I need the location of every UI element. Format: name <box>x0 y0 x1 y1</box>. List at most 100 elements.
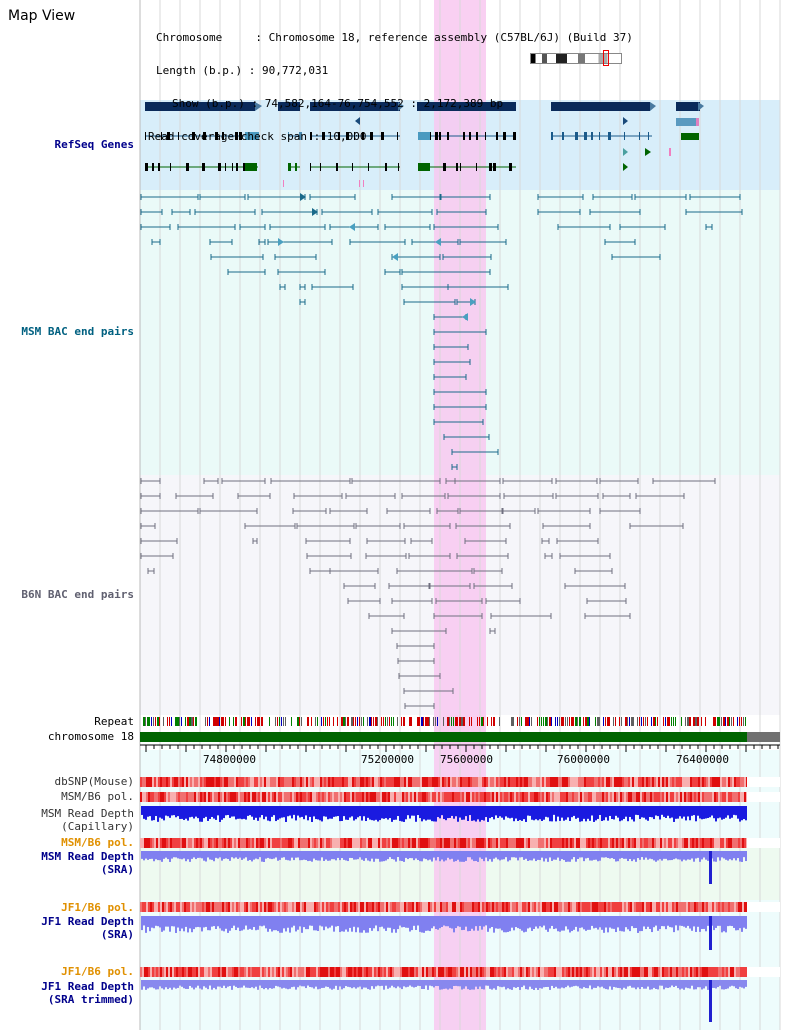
refseq-gene-bar[interactable] <box>676 102 700 111</box>
msm-capillary-depth <box>221 806 223 820</box>
dbsnp-heat <box>458 777 460 787</box>
jf1-b6-pol-heat-end <box>747 902 780 912</box>
jf1-b6-pol-heat <box>472 902 474 912</box>
jf1-b6-pol-heat <box>174 902 176 912</box>
msm-b6-pol-heat <box>472 792 474 802</box>
exon-block <box>435 132 438 140</box>
msm-b6-pol-heat <box>372 792 374 802</box>
jf1-b6-pol2-heat <box>706 967 708 977</box>
msm-b6-pol2-heat <box>706 838 708 848</box>
track-label-msm-bac[interactable]: MSM BAC end pairs <box>21 325 134 338</box>
jf1-b6-pol-heat <box>378 902 380 912</box>
dbsnp-heat <box>488 777 490 787</box>
refseq-gene-bar[interactable] <box>145 102 255 111</box>
msm-capillary-depth <box>207 806 209 821</box>
refseq-gene-bar[interactable] <box>417 102 516 111</box>
jf1-sra-depth <box>393 916 395 930</box>
jf1-b6-pol2-heat <box>232 967 234 977</box>
track-label-refseq[interactable]: RefSeq Genes <box>54 138 134 151</box>
dbsnp-heat <box>212 777 214 787</box>
msm-sra-depth <box>307 851 309 862</box>
msm-b6-pol2-heat <box>384 838 386 848</box>
chromosome-bar[interactable] <box>140 732 747 742</box>
msm-b6-pol2-heat <box>656 838 658 848</box>
jf1-b6-pol-heat <box>154 902 156 912</box>
repeat-element <box>727 717 729 726</box>
msm-capillary-depth <box>729 806 731 819</box>
msm-sra-depth <box>189 851 191 862</box>
jf1-trimmed-depth <box>629 980 631 986</box>
msm-b6-pol-heat <box>326 792 328 802</box>
msm-b6-pol-heat <box>286 792 288 802</box>
jf1-b6-pol2-heat <box>222 967 224 977</box>
jf1-b6-pol2-heat <box>324 967 326 977</box>
jf1-b6-pol-heat <box>318 902 320 912</box>
refseq-feature[interactable] <box>696 118 699 126</box>
repeat-element <box>417 717 419 726</box>
jf1-trimmed-depth <box>317 980 319 990</box>
msm-b6-pol-heat <box>704 792 706 802</box>
jf1-sra-depth <box>461 916 463 931</box>
jf1-b6-pol-heat <box>592 902 594 912</box>
msm-b6-pol-heat <box>698 792 700 802</box>
jf1-b6-pol-heat <box>706 902 708 912</box>
exon-block <box>447 132 449 140</box>
axis-tick-label: 76000000 <box>557 753 610 766</box>
msm-b6-pol-heat <box>152 792 154 802</box>
axis-tick-label: 75600000 <box>440 753 493 766</box>
refseq-gene-bar[interactable] <box>551 102 650 111</box>
exon-block <box>398 163 399 171</box>
jf1-sra-depth <box>477 916 479 931</box>
jf1-b6-pol-heat <box>418 902 420 912</box>
msm-b6-pol-heat <box>524 792 526 802</box>
jf1-sra-depth <box>227 916 229 933</box>
jf1-trimmed-depth <box>467 980 469 990</box>
jf1-trimmed-depth <box>185 980 187 989</box>
jf1-trimmed-depth <box>409 980 411 986</box>
msm-sra-depth <box>141 851 143 859</box>
jf1-b6-pol2-heat <box>676 967 678 977</box>
dbsnp-heat <box>360 777 362 787</box>
jf1-b6-pol2-heat <box>630 967 632 977</box>
dbsnp-heat <box>510 777 512 787</box>
jf1-trimmed-depth <box>257 980 259 990</box>
dbsnp-heat <box>542 777 544 787</box>
msm-b6-pol2-heat <box>342 838 344 848</box>
jf1-b6-pol-heat <box>650 902 652 912</box>
jf1-b6-pol2-heat <box>392 967 394 977</box>
jf1-b6-pol2-heat <box>146 967 148 977</box>
chromosome-ideogram[interactable] <box>530 53 622 64</box>
dbsnp-heat <box>574 777 576 787</box>
jf1-b6-pol2-heat <box>418 967 420 977</box>
msm-b6-pol2-heat <box>392 838 394 848</box>
jf1-trimmed-depth <box>153 980 155 989</box>
dbsnp-heat <box>674 777 676 787</box>
refseq-gene-bar[interactable] <box>310 102 400 111</box>
msm-sra-depth <box>345 851 347 861</box>
msm-sra-depth <box>147 851 149 860</box>
repeat-element <box>177 717 179 726</box>
repeat-element <box>723 717 725 726</box>
msm-b6-pol-heat <box>414 792 416 802</box>
msm-b6-pol-heat <box>526 792 528 802</box>
exon-block <box>222 132 224 140</box>
jf1-b6-pol-heat <box>716 902 718 912</box>
jf1-b6-pol2-heat <box>586 967 588 977</box>
dbsnp-heat <box>444 777 446 787</box>
refseq-gene-bar[interactable] <box>278 102 300 111</box>
msm-b6-pol2-heat <box>608 838 610 848</box>
jf1-trimmed-depth <box>297 980 299 988</box>
msm-b6-pol2-heat <box>420 838 422 848</box>
msm-sra-depth <box>697 851 699 858</box>
jf1-b6-pol-heat <box>194 902 196 912</box>
msm-sra-depth <box>527 851 529 861</box>
msm-b6-pol2-heat <box>234 838 236 848</box>
jf1-b6-pol-heat <box>330 902 332 912</box>
jf1-b6-pol-heat <box>606 902 608 912</box>
jf1-sra-depth <box>255 916 257 931</box>
jf1-trimmed-depth <box>657 980 659 990</box>
msm-b6-pol-heat <box>616 792 618 802</box>
jf1-trimmed-depth <box>443 980 445 989</box>
track-label-b6n-bac[interactable]: B6N BAC end pairs <box>21 588 134 601</box>
refseq-feature[interactable] <box>676 118 696 126</box>
